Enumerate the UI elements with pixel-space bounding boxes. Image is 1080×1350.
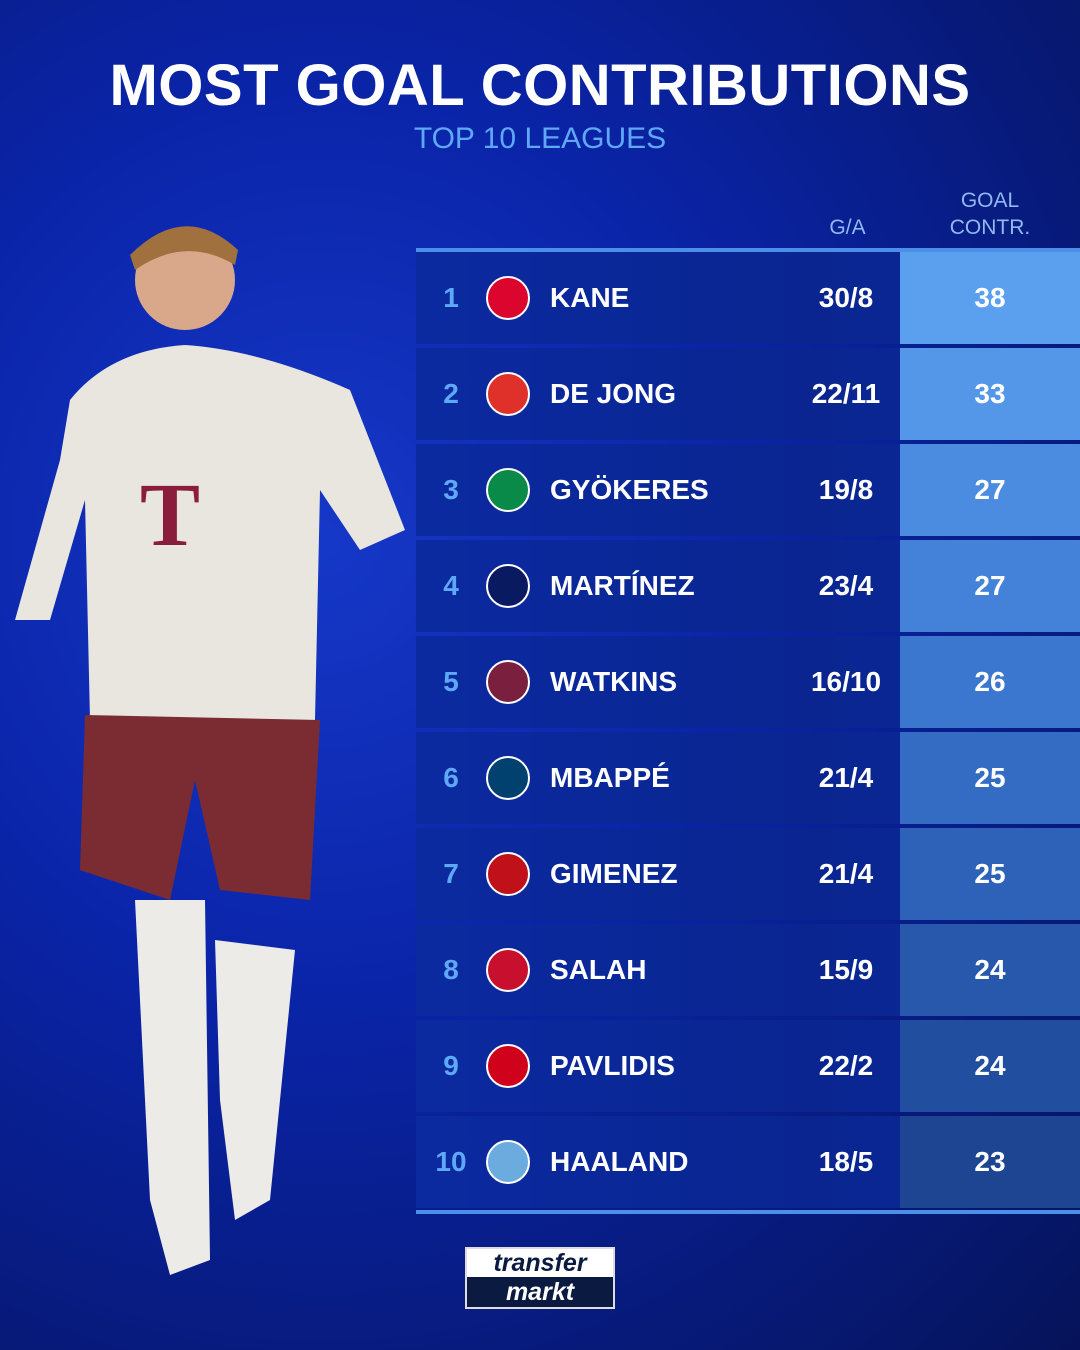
table-row: 6 MBAPPÉ 21/4 25 [416, 732, 1080, 824]
header-goal-contributions: GOAL CONTR. [920, 187, 1060, 241]
rank: 3 [443, 474, 459, 505]
goal-contributions: 25 [900, 732, 1080, 824]
ranking-table: 1 KANE 30/8 38 2 DE JONG 22/11 33 3 GYÖKER… [416, 248, 1080, 1214]
player-name: KANE [550, 282, 630, 313]
page-subtitle: TOP 10 LEAGUES [413, 122, 667, 155]
table-row: 9 PAVLIDIS 22/2 24 [416, 1020, 1080, 1112]
club-crest-icon [486, 276, 530, 320]
table-row: 8 SALAH 15/9 24 [416, 924, 1080, 1016]
club-crest-icon [486, 852, 530, 896]
rank: 2 [443, 378, 459, 409]
goals-assists: 30/8 [818, 282, 874, 313]
player-name: MBAPPÉ [550, 762, 670, 793]
rank: 4 [443, 570, 459, 601]
table-row: 10 HAALAND 18/5 23 [416, 1116, 1080, 1208]
goals-assists: 21/4 [818, 858, 874, 889]
club-crest-icon [486, 468, 530, 512]
logo-line2: markt [505, 1278, 575, 1306]
rank: 5 [443, 666, 459, 697]
club-crest-icon [486, 948, 530, 992]
table-row: 7 GIMENEZ 21/4 25 [416, 828, 1080, 920]
goal-contributions: 24 [900, 1020, 1080, 1112]
logo-line1: transfer [467, 1249, 613, 1277]
goals-assists: 22/2 [818, 1050, 874, 1081]
goals-assists: 18/5 [818, 1146, 874, 1177]
goals-assists: 21/4 [818, 762, 874, 793]
goal-contributions: 23 [900, 1116, 1080, 1208]
goals-assists: 15/9 [818, 954, 874, 985]
goal-contributions: 38 [900, 252, 1080, 344]
player-name: MARTÍNEZ [550, 570, 695, 601]
player-name: GYÖKERES [550, 474, 709, 505]
goal-contributions: 27 [900, 444, 1080, 536]
rank: 10 [435, 1146, 467, 1177]
goals-assists: 23/4 [818, 570, 874, 601]
header-gc-line2: CONTR. [949, 216, 1031, 239]
rank: 8 [443, 954, 459, 985]
goal-contributions: 26 [900, 636, 1080, 728]
svg-text:T: T [140, 466, 200, 565]
club-crest-icon [486, 756, 530, 800]
club-crest-icon [486, 564, 530, 608]
rank: 6 [443, 762, 459, 793]
player-name: GIMENEZ [550, 858, 678, 889]
table-row: 1 KANE 30/8 38 [416, 252, 1080, 344]
goals-assists: 16/10 [810, 666, 882, 697]
table-top-divider [416, 248, 1080, 252]
player-photo: T [15, 226, 405, 1275]
player-name: DE JONG [550, 378, 677, 409]
player-name: PAVLIDIS [550, 1050, 675, 1081]
table-bottom-divider [416, 1210, 1080, 1214]
transfermarkt-logo: transfer markt [465, 1247, 615, 1309]
table-row: 5 WATKINS 16/10 26 [416, 636, 1080, 728]
player-name: HAALAND [550, 1146, 689, 1177]
goal-contributions: 33 [900, 348, 1080, 440]
club-crest-icon [486, 1140, 530, 1184]
rank: 1 [443, 282, 459, 313]
page-title: MOST GOAL CONTRIBUTIONS [109, 53, 971, 118]
table-row: 4 MARTÍNEZ 23/4 27 [416, 540, 1080, 632]
table-row: 3 GYÖKERES 19/8 27 [416, 444, 1080, 536]
player-name: SALAH [550, 954, 647, 985]
goal-contributions: 27 [900, 540, 1080, 632]
goals-assists: 19/8 [818, 474, 874, 505]
rank: 9 [443, 1050, 459, 1081]
goal-contributions: 24 [900, 924, 1080, 1016]
player-name: WATKINS [550, 666, 678, 697]
club-crest-icon [486, 1044, 530, 1088]
goal-contributions: 25 [900, 828, 1080, 920]
club-crest-icon [486, 660, 530, 704]
header-ga: G/A [829, 216, 866, 239]
header-gc-line1: GOAL [960, 189, 1020, 212]
table-row: 2 DE JONG 22/11 33 [416, 348, 1080, 440]
rank: 7 [443, 858, 459, 889]
club-crest-icon [486, 372, 530, 416]
goals-assists: 22/11 [811, 378, 881, 409]
